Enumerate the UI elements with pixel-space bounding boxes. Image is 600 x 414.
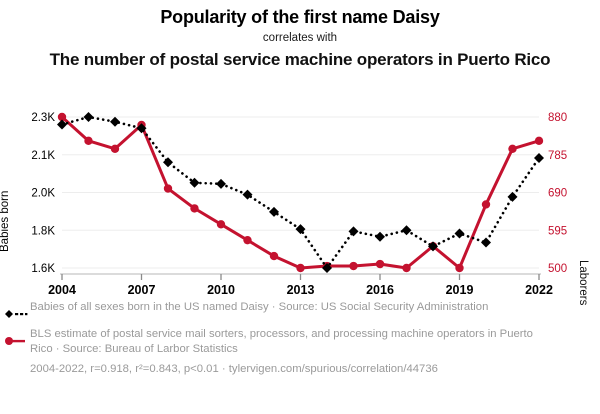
data-point-babies bbox=[269, 206, 279, 217]
data-point-laborers bbox=[455, 263, 464, 273]
x-tick-label: 2013 bbox=[287, 283, 315, 297]
data-point-babies bbox=[242, 189, 253, 200]
x-tick-label: 2022 bbox=[525, 283, 553, 297]
right-tick-label: 595 bbox=[548, 225, 567, 237]
x-tick-label: 2004 bbox=[48, 283, 76, 297]
x-axis: 2004 2007 2010 2013 2016 2019 2022 bbox=[48, 273, 553, 297]
data-point-laborers bbox=[296, 263, 305, 273]
data-point-laborers bbox=[349, 261, 358, 271]
legend-label-laborers: BLS estimate of postal service mail sort… bbox=[30, 328, 533, 355]
data-point-babies bbox=[83, 112, 94, 122]
data-point-babies bbox=[163, 157, 173, 168]
left-tick-label: 2.1K bbox=[31, 150, 55, 162]
chart-correlates-label: correlates with bbox=[262, 32, 338, 44]
data-point-babies bbox=[428, 241, 438, 252]
chart-svg: 1.6K 1.8K 2.0K 2.1K 2.3K 500 595 690 785 880 200… bbox=[31, 112, 567, 297]
data-point-laborers bbox=[110, 144, 120, 153]
legend-item-laborers: BLS estimate of postal service mail sort… bbox=[4, 327, 600, 356]
data-point-babies bbox=[401, 225, 412, 236]
chart-header: Popularity of the first name Daisy corre… bbox=[0, 0, 600, 70]
data-point-babies bbox=[348, 226, 359, 237]
right-axis-ticks: 500 595 690 785 880 bbox=[548, 112, 567, 275]
data-point-babies bbox=[295, 224, 306, 235]
data-point-laborers bbox=[402, 263, 411, 273]
x-tick-label: 2019 bbox=[446, 283, 474, 297]
left-tick-label: 2.0K bbox=[31, 188, 55, 200]
left-axis-title: Babies born bbox=[0, 190, 11, 252]
left-axis-ticks: 1.6K 1.8K 2.0K 2.1K 2.3K bbox=[31, 112, 55, 275]
data-point-laborers bbox=[243, 235, 252, 245]
data-point-laborers bbox=[163, 184, 173, 193]
data-point-laborers bbox=[216, 220, 226, 229]
chart-subtitle: The number of postal service machine ope… bbox=[49, 50, 551, 69]
data-point-laborers bbox=[481, 200, 491, 209]
left-tick-label: 1.6K bbox=[31, 263, 55, 275]
legend-label-babies: Babies of all sexes born in the US named… bbox=[30, 301, 489, 313]
plot-area: Babies born Laborers 1.6K 1.8K 2.0K 2.1K 2.3… bbox=[0, 102, 600, 306]
data-point-babies bbox=[481, 237, 491, 248]
x-tick-label: 2016 bbox=[366, 283, 394, 297]
chart-title: Popularity of the first name Daisy bbox=[160, 7, 440, 27]
data-point-babies bbox=[507, 191, 518, 202]
data-point-laborers bbox=[57, 112, 67, 122]
data-point-laborers bbox=[375, 259, 385, 269]
x-tick-label: 2007 bbox=[128, 283, 156, 297]
black-diamond-dotted-line-icon bbox=[4, 300, 30, 324]
data-point-babies bbox=[322, 263, 332, 273]
right-tick-label: 690 bbox=[548, 188, 567, 200]
chart-footer: Babies of all sexes born in the US named… bbox=[0, 300, 600, 377]
data-point-babies bbox=[216, 178, 226, 189]
data-point-laborers bbox=[508, 144, 517, 153]
data-point-laborers bbox=[190, 204, 199, 213]
data-point-laborers bbox=[84, 136, 93, 146]
legend-item-babies: Babies of all sexes born in the US named… bbox=[4, 300, 600, 324]
data-point-babies bbox=[454, 228, 465, 239]
data-point-babies bbox=[534, 152, 544, 163]
data-point-laborers bbox=[534, 136, 544, 146]
data-point-laborers bbox=[269, 251, 279, 261]
right-axis-title: Laborers bbox=[577, 260, 589, 306]
left-tick-label: 2.3K bbox=[31, 112, 55, 124]
red-circle-solid-line-icon bbox=[4, 327, 30, 351]
right-tick-label: 880 bbox=[548, 112, 567, 124]
right-tick-label: 785 bbox=[548, 150, 567, 162]
data-point-babies bbox=[110, 116, 120, 127]
x-tick-label: 2010 bbox=[207, 283, 235, 297]
data-point-babies bbox=[189, 177, 200, 188]
correlation-note: 2004-2022, r=0.918, r²=0.843, p<0.01 · t… bbox=[30, 363, 438, 376]
data-point-babies bbox=[57, 119, 67, 130]
left-tick-label: 1.8K bbox=[31, 225, 55, 237]
right-tick-label: 500 bbox=[548, 263, 567, 275]
data-point-babies bbox=[375, 231, 385, 242]
